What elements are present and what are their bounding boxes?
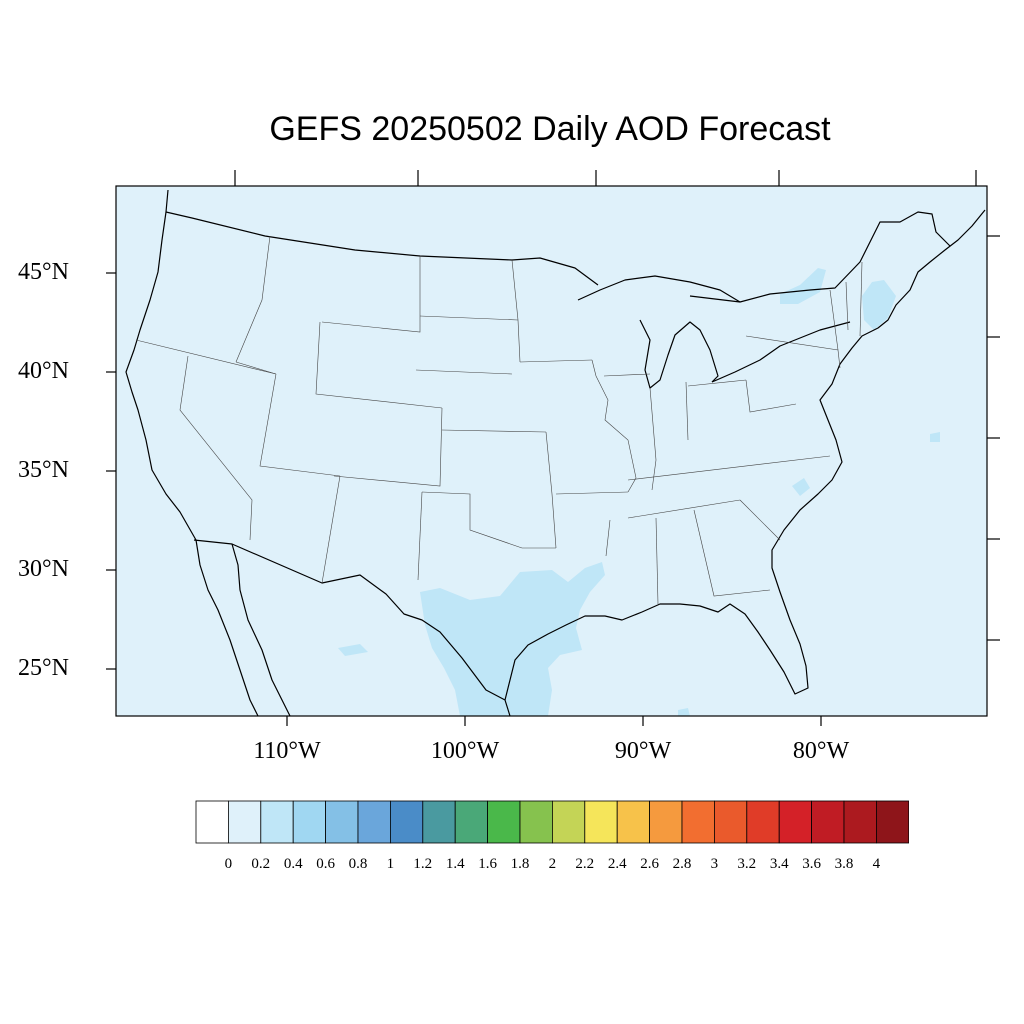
colorbar-tick-label: 1.4 bbox=[445, 856, 465, 872]
lon-tick-label: 100°W bbox=[430, 738, 500, 764]
colorbar-tick-label: 0 bbox=[224, 856, 233, 872]
lon-tick-label: 80°W bbox=[792, 738, 850, 764]
lon-tick-label: 90°W bbox=[614, 738, 672, 764]
colorbar bbox=[195, 800, 909, 844]
colorbar-tick-label: 3 bbox=[710, 856, 719, 872]
aod-region-atlantic bbox=[930, 432, 940, 442]
map-frame bbox=[115, 185, 988, 717]
great-lakes-superior bbox=[577, 275, 741, 303]
colorbar-tick-label: 1.6 bbox=[478, 856, 497, 872]
colorbar-tick-label: 2.4 bbox=[607, 856, 627, 872]
aod-region-nc-coast bbox=[792, 478, 810, 496]
gulf-coast bbox=[504, 209, 986, 701]
axis-frame bbox=[106, 170, 1000, 726]
colorbar-swatch bbox=[454, 800, 489, 844]
coastlines bbox=[125, 189, 986, 717]
colorbar-tick-label: 2.2 bbox=[575, 856, 595, 872]
colorbar-swatch bbox=[746, 800, 780, 844]
colorbar-tick-label: 1.2 bbox=[413, 856, 433, 872]
aod-region-south-texas bbox=[420, 562, 605, 716]
aod-region-cuba-tip bbox=[678, 708, 690, 716]
aod-region-gulf-blob bbox=[338, 644, 368, 656]
colorbar-tick-label: 2.8 bbox=[672, 856, 692, 872]
colorbar-swatch bbox=[876, 800, 909, 844]
colorbar-swatch bbox=[325, 800, 359, 844]
lat-tick-label: 45°N bbox=[18, 259, 69, 285]
state-boundaries bbox=[135, 235, 863, 605]
lat-tick-label: 35°N bbox=[18, 457, 69, 483]
colorbar-swatch bbox=[260, 800, 294, 844]
colorbar-swatch bbox=[584, 800, 618, 844]
baja-gulf-coast bbox=[231, 543, 291, 717]
aod-elevated-regions bbox=[338, 268, 940, 716]
colorbar-tick-label: 1.8 bbox=[510, 856, 530, 872]
lon-tick-label: 110°W bbox=[253, 738, 321, 764]
pacific-coast bbox=[125, 189, 259, 717]
colorbar-swatch bbox=[292, 800, 326, 844]
colorbar-tick-label: 3.2 bbox=[737, 856, 757, 872]
colorbar-tick-label: 1 bbox=[386, 856, 395, 872]
colorbar-tick-label: 2.6 bbox=[640, 856, 659, 872]
colorbar-swatch bbox=[228, 800, 262, 844]
colorbar-swatch bbox=[519, 800, 553, 844]
colorbar-tick-label: 4 bbox=[872, 856, 881, 872]
colorbar-swatch bbox=[195, 800, 229, 844]
colorbar-tick-label: 3.4 bbox=[769, 856, 789, 872]
colorbar-swatch bbox=[843, 800, 877, 844]
northeast-border bbox=[689, 211, 951, 303]
colorbar-swatch bbox=[778, 800, 813, 844]
aod-region-new-england bbox=[862, 280, 896, 330]
lat-tick-label: 40°N bbox=[18, 358, 69, 384]
aod-region-ontario bbox=[780, 268, 826, 304]
colorbar-tick-label: 0.4 bbox=[283, 856, 303, 872]
colorbar-swatch bbox=[389, 800, 424, 844]
great-lakes-michigan bbox=[639, 319, 719, 389]
colorbar-tick-label: 0.8 bbox=[348, 856, 368, 872]
great-lakes-erie-ontario bbox=[711, 321, 851, 383]
colorbar-swatch bbox=[681, 800, 715, 844]
colorbar-swatch bbox=[422, 800, 456, 844]
colorbar-tick-label: 0.2 bbox=[251, 856, 271, 872]
colorbar-swatch bbox=[811, 800, 845, 844]
colorbar-swatch bbox=[357, 800, 391, 844]
colorbar-swatch bbox=[551, 800, 586, 844]
colorbar-tick-label: 3.8 bbox=[834, 856, 854, 872]
colorbar-tick-label: 3.6 bbox=[802, 856, 821, 872]
colorbar-swatch bbox=[487, 800, 521, 844]
map-title: GEFS 20250502 Daily AOD Forecast bbox=[269, 110, 831, 148]
colorbar-tick-label: 2 bbox=[548, 856, 557, 872]
colorbar-tick-label: 0.6 bbox=[316, 856, 335, 872]
lat-tick-label: 30°N bbox=[18, 556, 69, 582]
colorbar-swatch bbox=[649, 800, 683, 844]
lat-tick-label: 25°N bbox=[18, 655, 69, 681]
colorbar-swatch bbox=[714, 800, 748, 844]
colorbar-swatch bbox=[616, 800, 651, 844]
us-mexico-border bbox=[193, 539, 511, 717]
